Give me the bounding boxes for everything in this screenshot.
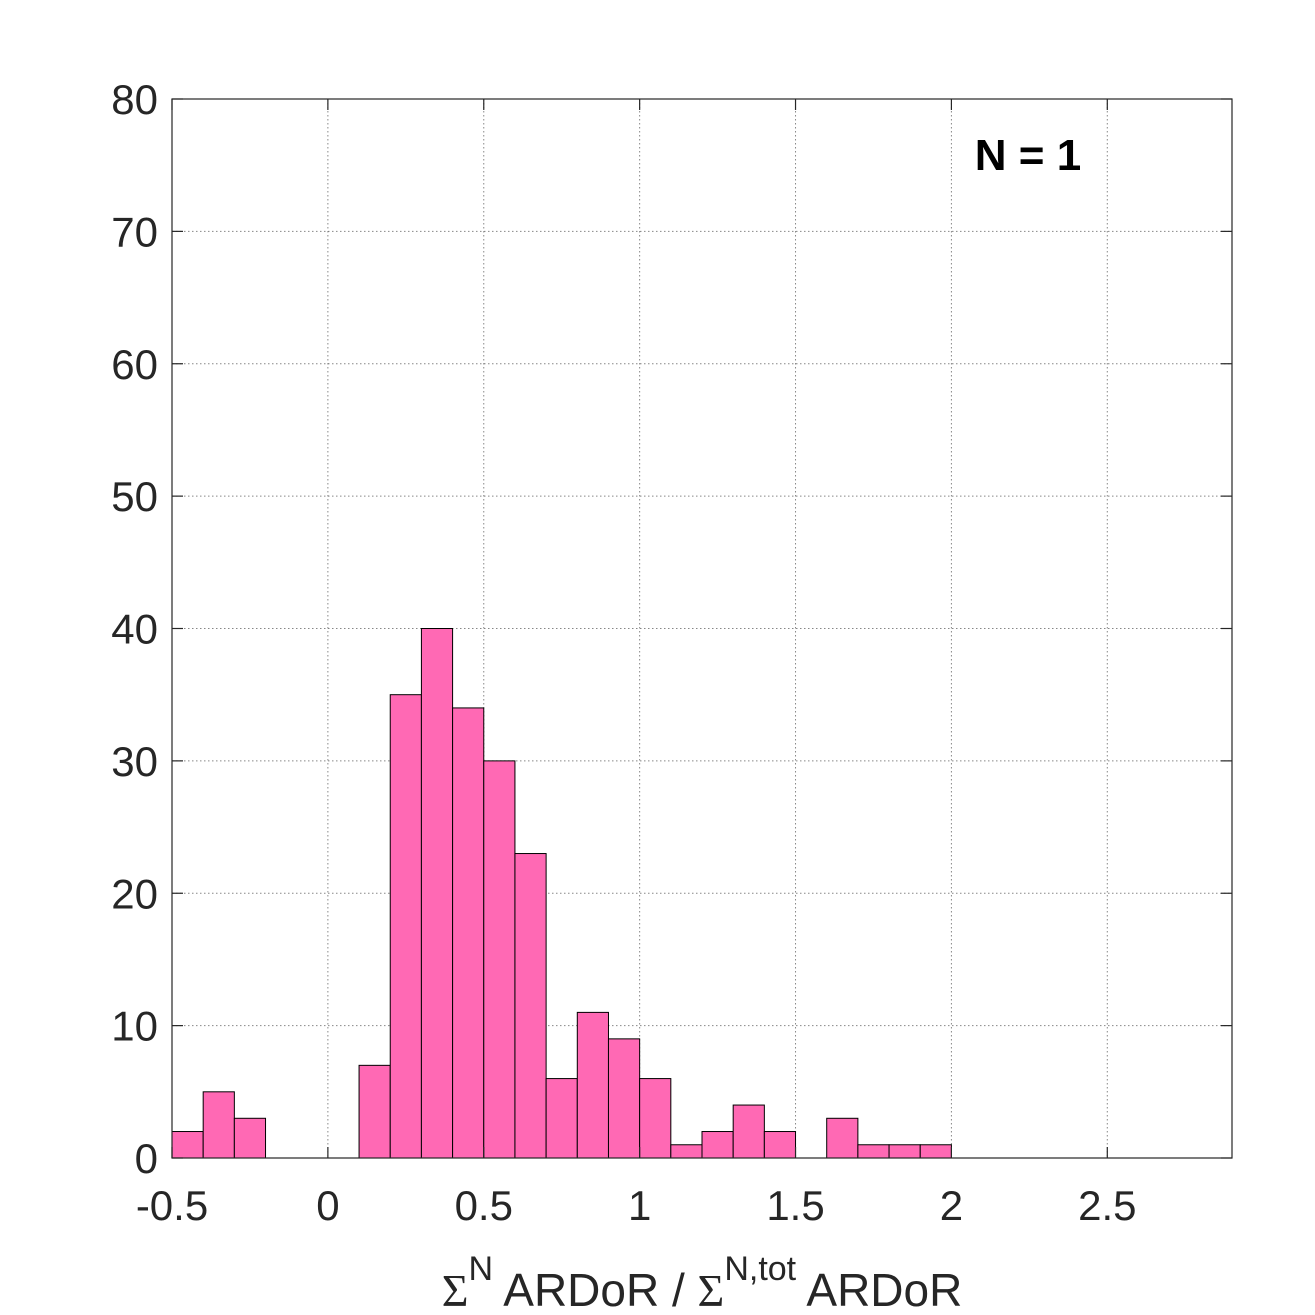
y-tick-label: 70 <box>111 208 158 255</box>
histogram-bar <box>763 1131 797 1159</box>
histogram-bar <box>358 1064 391 1159</box>
x-tick-label: 0 <box>316 1182 339 1229</box>
histogram-bar <box>639 1078 672 1159</box>
histogram-bar <box>389 694 422 1159</box>
x-axis-label: ΣN ARDoR / ΣN,tot ARDoR <box>442 1250 963 1315</box>
histogram-bar <box>888 1144 921 1159</box>
histogram-bar <box>670 1144 703 1159</box>
y-tick-label: 30 <box>111 738 158 785</box>
y-tick-label: 60 <box>111 341 158 388</box>
y-tick-label: 0 <box>135 1135 158 1182</box>
x-axis-label-sigma-2: Σ <box>698 1265 725 1315</box>
y-tick-labels: 0 10 20 30 40 50 60 70 80 <box>111 76 158 1182</box>
histogram-bar <box>857 1144 890 1159</box>
y-tick-label: 10 <box>111 1003 158 1050</box>
histogram-bar <box>171 1131 204 1159</box>
histogram-bar <box>514 853 547 1159</box>
x-axis-label-middle: ARDoR / <box>493 1264 698 1315</box>
axis-ticks <box>171 98 1232 1159</box>
x-axis-label-superscript-2: N,tot <box>724 1250 796 1288</box>
x-tick-label: 2.5 <box>1078 1182 1136 1229</box>
x-axis-label-sigma-1: Σ <box>442 1265 469 1315</box>
x-axis-label-superscript-1: N <box>468 1250 493 1288</box>
histogram-bar <box>202 1091 235 1159</box>
x-tick-labels: -0.5 0 0.5 1 1.5 2 2.5 <box>136 1182 1137 1229</box>
y-tick-label: 20 <box>111 870 158 917</box>
histogram-bar <box>701 1131 734 1159</box>
n-annotation: N = 1 <box>975 131 1081 180</box>
x-axis-label-end: ARDoR <box>796 1264 962 1315</box>
x-tick-label: 1 <box>628 1182 651 1229</box>
y-tick-label: 50 <box>111 473 158 520</box>
y-tick-label: 80 <box>111 76 158 123</box>
x-tick-label: 2 <box>940 1182 963 1229</box>
histogram-bar <box>576 1011 609 1159</box>
y-tick-label: 40 <box>111 606 158 653</box>
histogram-bar <box>607 1038 641 1159</box>
histogram-bar <box>233 1117 267 1159</box>
x-tick-label: 0.5 <box>455 1182 513 1229</box>
histogram-bar <box>919 1144 952 1159</box>
histogram-bar <box>826 1117 859 1159</box>
histogram-bar <box>545 1078 578 1159</box>
histogram-bar <box>420 628 454 1159</box>
histogram-bar <box>732 1104 765 1159</box>
x-tick-label: -0.5 <box>136 1182 208 1229</box>
histogram-bar <box>452 707 485 1159</box>
x-tick-label: 1.5 <box>766 1182 824 1229</box>
histogram-bars <box>171 628 952 1159</box>
histogram-bar <box>483 760 516 1159</box>
